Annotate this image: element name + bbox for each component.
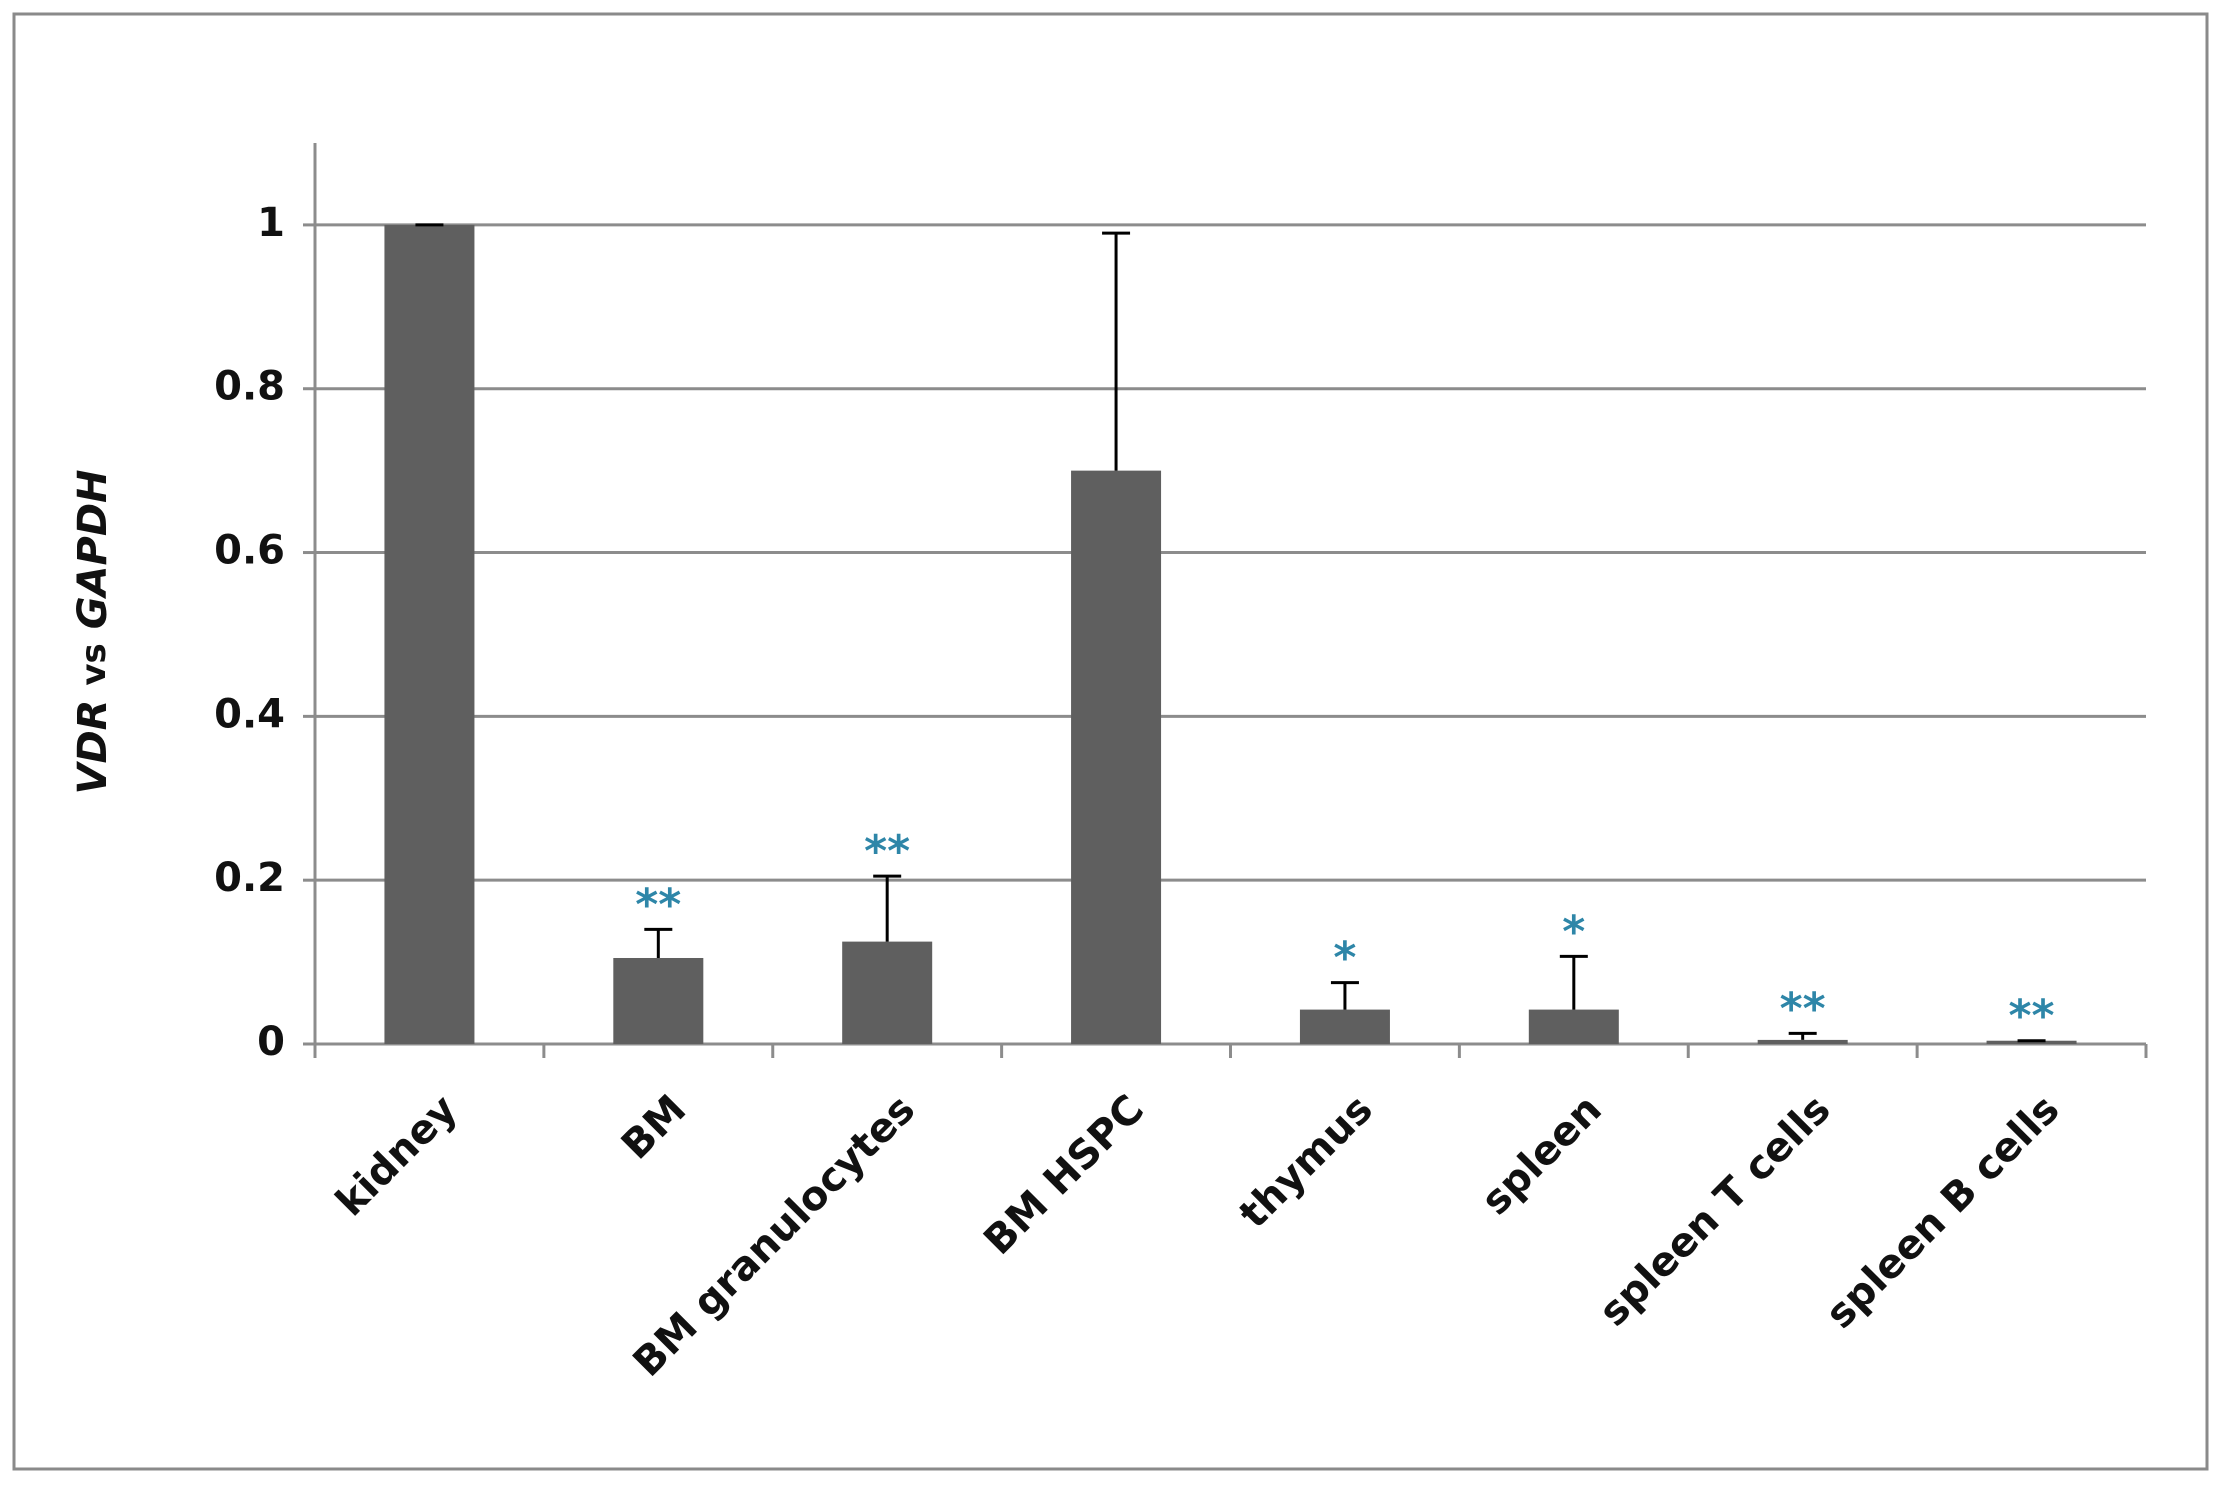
error-bar (1330, 981, 1359, 1010)
y-label-part: GAPDH (70, 469, 116, 629)
significance-label: * (1333, 933, 1356, 984)
bar (384, 224, 475, 1045)
bar (842, 941, 933, 1044)
y-tick-label: 0.6 (214, 528, 285, 574)
y-tick-label: 0.2 (214, 855, 285, 901)
bar (1071, 470, 1162, 1044)
error-bar (1559, 954, 1588, 1010)
significance-label: ** (635, 879, 681, 930)
significance-label: * (1562, 906, 1585, 957)
error-bar (1102, 231, 1131, 471)
y-label-part: VDR (70, 700, 116, 795)
significance-label: ** (2009, 991, 2055, 1042)
y-tick-label: 0.8 (214, 364, 285, 410)
bar (1528, 1009, 1619, 1044)
bar (613, 957, 704, 1044)
error-bar (1788, 1031, 1817, 1040)
y-tick-label: 0 (257, 1019, 285, 1065)
bar (1986, 1040, 2077, 1044)
significance-label: ** (864, 826, 910, 877)
significance-label: ** (1780, 983, 1826, 1034)
error-bar (644, 927, 673, 958)
y-label-part: vs (74, 643, 114, 685)
bar (1757, 1039, 1848, 1044)
y-tick-label: 0.4 (214, 691, 285, 737)
y-axis-label: VDR vs GAPDH (70, 469, 116, 794)
error-bar (873, 874, 902, 942)
bar (1299, 1009, 1390, 1044)
y-tick-label: 1 (257, 200, 285, 246)
